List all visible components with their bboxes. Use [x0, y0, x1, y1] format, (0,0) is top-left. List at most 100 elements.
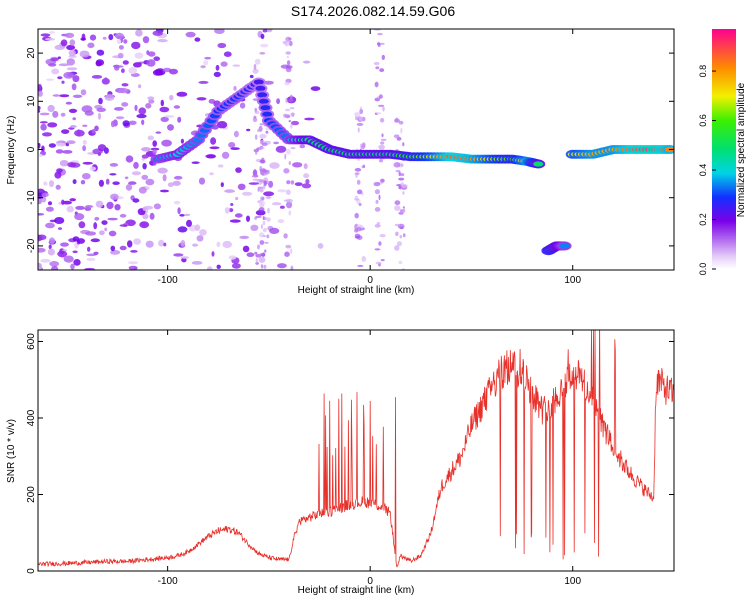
noise-blob: [64, 32, 75, 39]
noise-blob: [255, 215, 262, 218]
noise-blob: [72, 75, 80, 83]
noise-blob: [65, 101, 73, 105]
noise-blob: [402, 142, 405, 147]
noise-blob: [241, 191, 253, 196]
noise-blob: [79, 50, 90, 58]
noise-blob: [290, 248, 293, 254]
noise-blob: [160, 116, 169, 122]
noise-blob: [93, 251, 99, 255]
noise-blob: [122, 120, 130, 127]
noise-blob: [180, 256, 190, 259]
noise-blob: [89, 34, 97, 41]
noise-blob: [48, 201, 52, 206]
noise-blob: [354, 197, 359, 201]
noise-blob: [54, 44, 66, 51]
noise-blob: [280, 205, 285, 209]
colorbar-gradient: [712, 29, 736, 269]
noise-blob: [66, 140, 76, 145]
noise-blob: [73, 259, 81, 266]
noise-blob: [228, 255, 237, 260]
noise-blob: [290, 180, 295, 185]
noise-blob: [262, 252, 265, 258]
noise-blob: [284, 153, 287, 160]
noise-blob: [82, 173, 91, 180]
noise-blob: [230, 147, 240, 151]
noise-blob: [40, 123, 47, 131]
noise-blob: [82, 145, 86, 152]
noise-blob: [400, 127, 403, 134]
noise-blob: [68, 49, 76, 57]
noise-blob: [288, 98, 294, 103]
noise-blob: [254, 110, 260, 115]
noise-blob: [255, 257, 258, 264]
noise-blob: [98, 179, 104, 187]
ridge-point: [260, 105, 271, 111]
snr-panel: -100 0 100 0 200 400 600 Height of straight li…: [6, 329, 675, 596]
noise-blob: [258, 147, 265, 150]
y-tick-label: 20: [26, 47, 37, 59]
noise-blob: [285, 244, 292, 249]
noise-blob: [305, 179, 310, 184]
noise-blob: [119, 245, 127, 251]
ridge-point: [262, 111, 273, 117]
noise-blob: [393, 134, 400, 138]
noise-blob: [38, 262, 42, 269]
noise-blob: [379, 234, 386, 238]
noise-blob: [356, 122, 364, 126]
noise-blob: [58, 227, 62, 230]
noise-blob: [290, 112, 295, 116]
noise-blob: [121, 68, 125, 73]
noise-blob: [289, 40, 293, 47]
noise-blob: [55, 184, 61, 190]
noise-blob: [252, 178, 260, 181]
noise-blob: [198, 80, 209, 84]
noise-blob: [71, 83, 77, 91]
noise-blob: [45, 37, 56, 41]
noise-blob: [38, 90, 43, 97]
noise-blob: [379, 118, 385, 123]
noise-blob: [158, 239, 165, 247]
noise-blob: [266, 217, 271, 222]
noise-blob: [303, 60, 311, 64]
noise-blob: [157, 39, 168, 43]
snr-line: [38, 330, 674, 568]
noise-blob: [63, 71, 75, 79]
noise-blob: [125, 184, 133, 191]
noise-blob: [108, 34, 114, 41]
noise-blob: [91, 75, 103, 79]
noise-blob: [49, 237, 55, 244]
noise-blob: [164, 115, 175, 118]
noise-blob: [277, 189, 287, 193]
noise-blob: [354, 233, 361, 239]
noise-blob: [183, 213, 191, 217]
noise-blob: [259, 133, 267, 139]
noise-blob: [67, 162, 77, 168]
noise-blob: [110, 193, 119, 200]
noise-blob: [258, 200, 266, 206]
noise-blob: [242, 245, 250, 253]
noise-blob: [356, 179, 361, 185]
noise-blob: [354, 212, 359, 219]
x-tick-label: 100: [564, 275, 581, 286]
noise-blob: [128, 181, 137, 185]
noise-blob: [57, 250, 68, 258]
noise-blob: [90, 238, 101, 243]
noise-blob: [128, 120, 137, 126]
noise-blob: [153, 203, 161, 210]
noise-blob: [357, 264, 364, 267]
colorbar-axis: 0.0 0.2 0.4 0.6 0.8: [698, 65, 716, 275]
noise-blob: [48, 31, 55, 34]
noise-blob: [377, 42, 381, 46]
noise-blob: [378, 144, 385, 150]
noise-blob: [148, 99, 155, 104]
noise-blob: [251, 175, 259, 178]
noise-blob: [265, 171, 270, 175]
noise-blob: [66, 58, 76, 66]
noise-blob: [284, 40, 290, 47]
noise-blob: [138, 186, 147, 194]
noise-blob: [231, 263, 241, 269]
noise-blob: [394, 200, 401, 206]
noise-blob: [259, 52, 266, 55]
noise-blob: [199, 229, 207, 236]
